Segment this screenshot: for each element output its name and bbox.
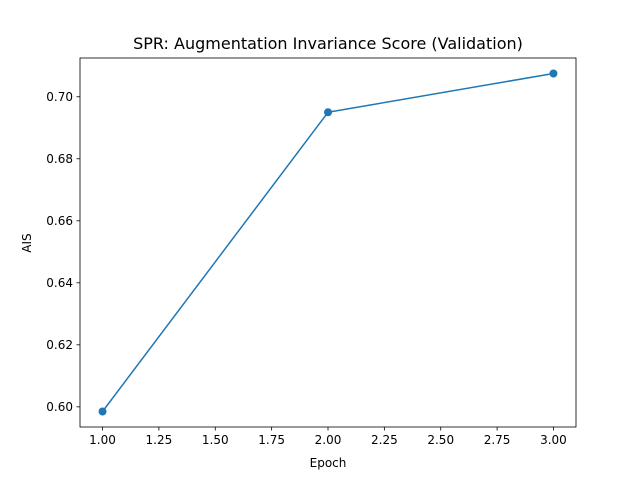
data-point	[324, 108, 332, 117]
y-axis-label: AIS	[20, 233, 34, 252]
series-layer	[98, 69, 558, 416]
data-point	[549, 69, 558, 78]
y-tick-label: 0.68	[46, 152, 73, 166]
y-tick-label: 0.62	[46, 338, 73, 352]
x-axis-label: Epoch	[310, 456, 347, 470]
x-tick-label: 1.75	[258, 433, 285, 447]
x-tick-label: 2.25	[371, 433, 398, 447]
y-axis-ticks: 0.60 0.62 0.64 0.66 0.68 0.70	[46, 90, 80, 414]
x-tick-label: 1.00	[89, 433, 116, 447]
x-tick-label: 2.50	[427, 433, 454, 447]
y-tick-label: 0.66	[46, 214, 73, 228]
x-tick-label: 2.75	[484, 433, 511, 447]
series-line	[101, 72, 554, 412]
x-tick-label: 3.00	[540, 433, 567, 447]
chart-title: SPR: Augmentation Invariance Score (Vali…	[133, 34, 523, 53]
y-tick-label: 0.60	[46, 400, 73, 414]
data-point	[98, 407, 107, 416]
x-tick-label: 1.50	[202, 433, 229, 447]
x-axis-ticks: 1.00 1.25 1.50 1.75 2.00 2.25 2.50 2.75 3.00	[89, 427, 567, 447]
y-tick-label: 0.70	[46, 90, 73, 104]
x-tick-label: 2.00	[315, 433, 342, 447]
x-tick-label: 1.25	[146, 433, 173, 447]
y-tick-label: 0.64	[46, 276, 73, 290]
